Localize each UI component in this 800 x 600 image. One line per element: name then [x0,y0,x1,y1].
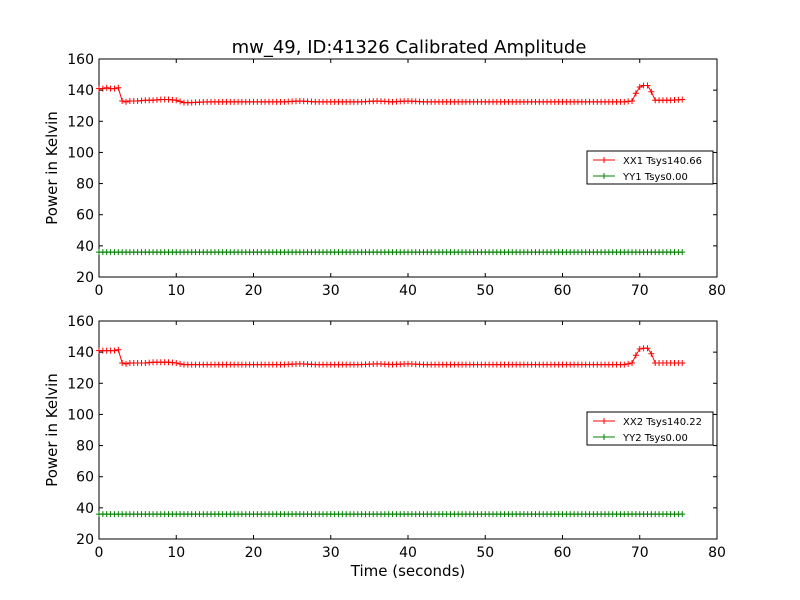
data-point [173,97,180,104]
data-point [111,347,118,354]
x-tick-label: 80 [708,283,726,299]
data-point [644,345,651,352]
data-point [629,98,636,105]
x-tick-label: 50 [476,283,494,299]
legend-marker [601,157,607,163]
data-point [103,84,110,91]
legend-entry: XX2 Tsys140.22 [623,417,702,428]
x-tick-label: 70 [631,283,649,299]
data-point [115,84,122,91]
chart-title: mw_49, ID:41326 Calibrated Amplitude [232,37,587,58]
legend-entry: XX1 Tsys140.66 [623,156,702,167]
x-tick-label: 40 [399,545,417,561]
x-tick-label: 60 [554,283,572,299]
data-point [644,82,651,89]
x-tick-label: 30 [322,545,340,561]
y-tick-label: 160 [67,314,94,330]
data-point [621,361,628,368]
data-point [625,360,632,367]
series-2 [96,511,686,518]
x-tick-label: 20 [245,283,263,299]
series-2 [96,249,686,256]
data-point [115,346,122,353]
y-tick-label: 40 [76,501,94,517]
data-point [648,88,655,95]
data-point [173,360,180,367]
y-tick-label: 40 [76,239,94,255]
data-point [679,249,686,256]
x-tick-label: 0 [95,283,104,299]
y-tick-label: 140 [67,83,94,99]
data-point [636,346,643,353]
y-tick-label: 20 [76,270,94,286]
data-point [648,350,655,357]
y-tick-label: 60 [76,208,94,224]
data-point [632,90,639,97]
data-point [123,360,130,367]
x-tick-label: 70 [631,545,649,561]
y-axis-label: Power in Kelvin [43,373,61,487]
x-tick-label: 10 [167,545,185,561]
x-tick-label: 40 [399,283,417,299]
x-tick-label: 60 [554,545,572,561]
data-point [123,98,130,105]
y-tick-label: 160 [67,52,94,68]
legend-entry: YY1 Tsys0.00 [622,172,688,183]
data-point [679,96,686,103]
legend: XX1 Tsys140.66 YY1 Tsys0.00 [586,150,714,185]
series-1 [96,82,686,106]
y-tick-label: 60 [76,470,94,486]
data-point [177,98,184,105]
y-tick-label: 120 [67,376,94,392]
data-point [177,360,184,367]
data-point [679,360,686,367]
data-point [679,511,686,518]
y-tick-label: 80 [76,439,94,455]
y-tick-label: 100 [67,407,94,423]
x-tick-label: 30 [322,283,340,299]
y-axis-label: Power in Kelvin [43,111,61,225]
legend-box [586,411,714,446]
legend-marker [601,434,607,440]
data-point [632,352,639,359]
x-tick-label: 50 [476,545,494,561]
series-1 [96,345,686,368]
data-point [629,360,636,367]
x-tick-label: 80 [708,545,726,561]
y-tick-label: 100 [67,145,94,161]
y-tick-label: 140 [67,345,94,361]
x-tick-label: 0 [95,545,104,561]
x-tick-label: 20 [245,545,263,561]
x-axis-label: Time (seconds) [350,562,466,580]
data-point [119,98,126,105]
y-tick-label: 20 [76,532,94,548]
legend-box [586,150,714,185]
data-point [111,85,118,92]
legend: XX2 Tsys140.22 YY2 Tsys0.00 [586,411,714,446]
legend-entry: YY2 Tsys0.00 [622,433,688,444]
legend-marker [601,173,607,179]
data-point [636,84,643,91]
y-tick-label: 80 [76,177,94,193]
x-tick-label: 10 [167,283,185,299]
subplot-1: 0 10 20 30 40 50 60 70 80 20 40 60 80 100 120 140 160 Pow… [43,52,726,299]
legend-marker [601,418,607,424]
subplot-2: 0 10 20 30 40 50 60 70 80 20 40 60 80 100 120 140 160 Pow… [43,314,726,580]
data-point [119,360,126,367]
y-tick-label: 120 [67,114,94,130]
